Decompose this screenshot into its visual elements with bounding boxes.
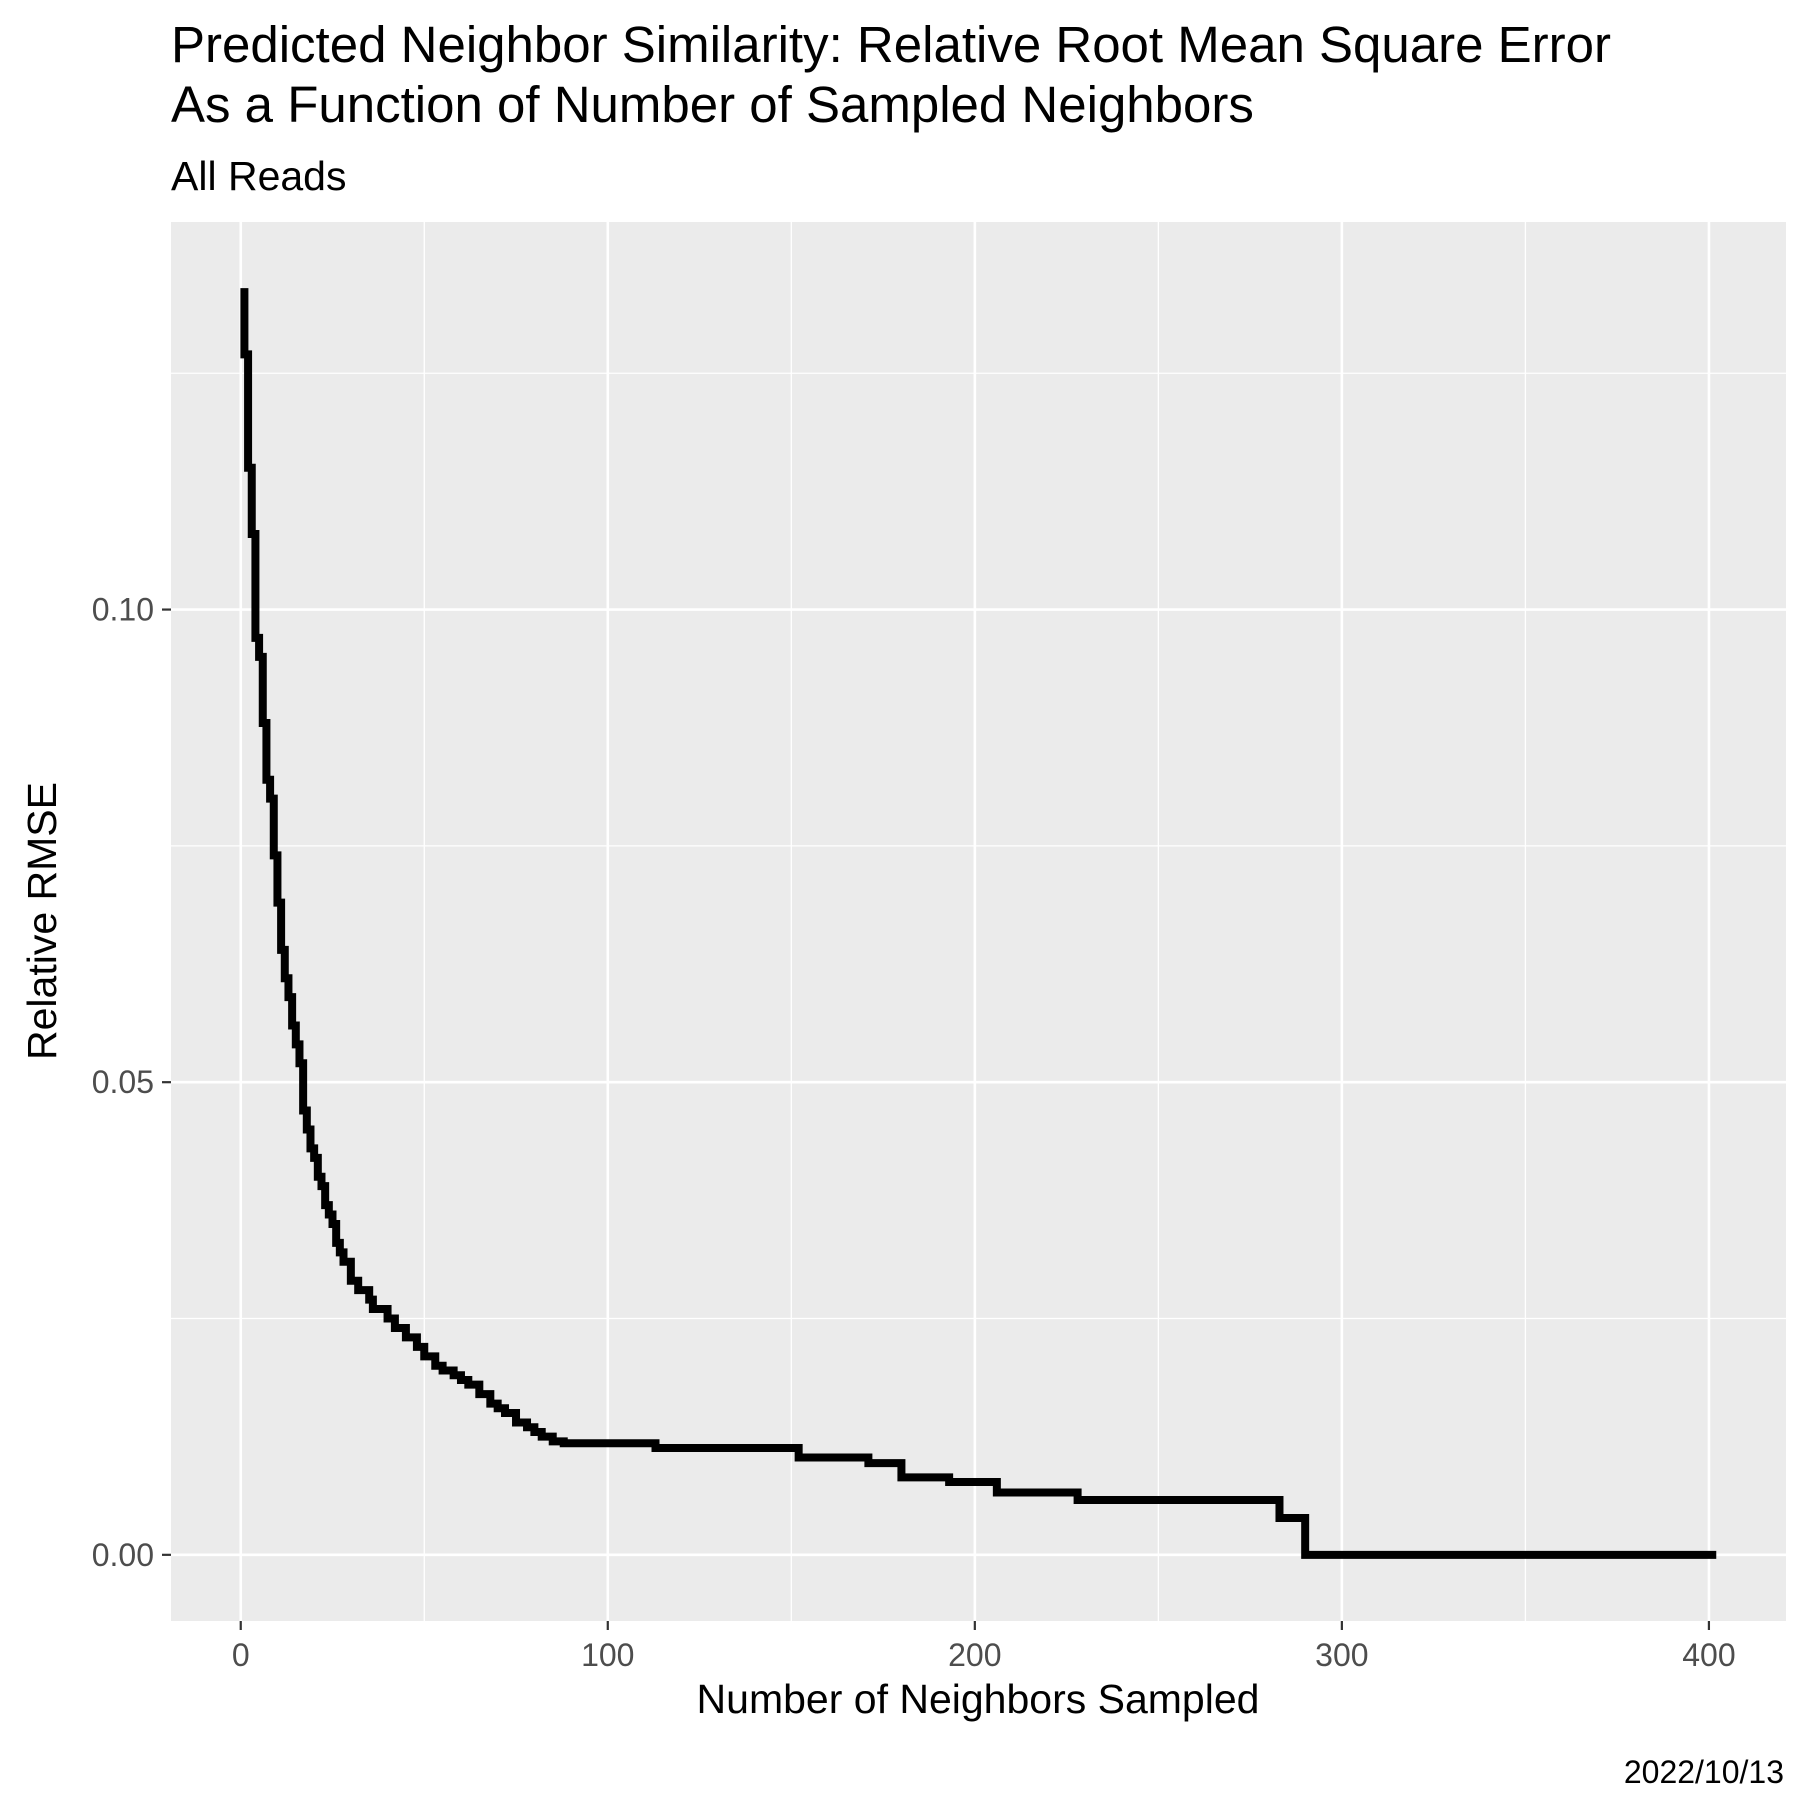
x-tick-label: 400 xyxy=(1682,1637,1735,1673)
plot-panel xyxy=(171,222,1786,1621)
series-line xyxy=(240,288,1717,1559)
y-axis: 0.00 0.05 0.10 xyxy=(92,592,171,1573)
y-tick-label: 0.10 xyxy=(92,592,154,628)
x-tick-label: 200 xyxy=(948,1637,1001,1673)
y-tick-label: 0.00 xyxy=(92,1537,154,1573)
chart-caption: 2022/10/13 xyxy=(1624,1754,1784,1790)
x-axis-title: Number of Neighbors Sampled xyxy=(697,1676,1260,1722)
chart-title-line-2: As a Function of Number of Sampled Neigh… xyxy=(171,76,1254,133)
x-tick-label: 300 xyxy=(1315,1637,1368,1673)
chart-subtitle: All Reads xyxy=(171,153,346,199)
x-tick-label: 0 xyxy=(232,1637,250,1673)
chart-title-line-1: Predicted Neighbor Similarity: Relative … xyxy=(171,16,1611,73)
x-tick-label: 100 xyxy=(581,1637,634,1673)
y-axis-title: Relative RMSE xyxy=(19,782,65,1060)
minor-gridlines xyxy=(171,222,1786,1621)
y-tick-label: 0.05 xyxy=(92,1064,154,1100)
series-layer xyxy=(240,288,1717,1559)
x-axis: 0 100 200 300 400 xyxy=(232,1621,1736,1673)
